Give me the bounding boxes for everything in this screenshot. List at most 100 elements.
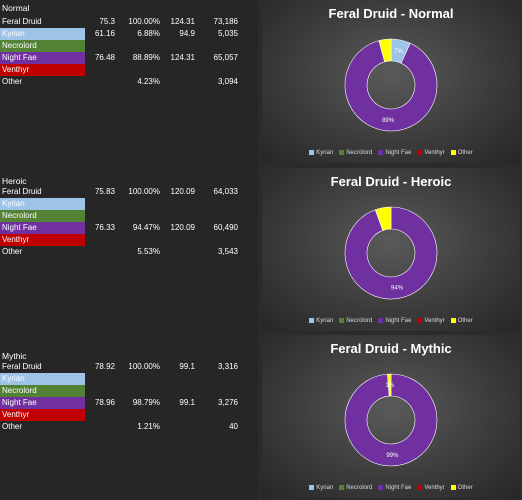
legend-item-other: Other [450, 150, 473, 157]
table-row: Kyrian [0, 198, 258, 210]
table-row: Venthyr [0, 234, 258, 246]
spreadsheet-area: Normal Feral Druid 75.3 100.00% 124.31 73,18… [0, 0, 258, 500]
table-cell: 99.1 [179, 398, 195, 407]
chart-panel-heroic: Feral Druid - Heroic 94% Kyrian Necrolord… [262, 168, 520, 331]
legend-label: Venthyr [424, 150, 445, 157]
table-row: Kyrian 61.16 6.88% 94.9 5,035 [0, 28, 258, 40]
legend-item-night-fae: Night Fae [378, 150, 411, 156]
row-label: Kyrian [0, 28, 85, 40]
table-row: Venthyr [0, 64, 258, 76]
legend-item-kyrian: Kyrian [309, 318, 333, 324]
row-label: Necrolord [0, 40, 85, 52]
table-row: Night Fae 76.48 88.89% 124.31 65,057 [0, 52, 258, 64]
row-label: Night Fae [0, 222, 85, 234]
table-cell: 76.48 [94, 53, 115, 62]
legend-label: Venthyr [424, 318, 445, 325]
chart-title-mythic: Feral Druid - Mythic [330, 341, 452, 356]
legend-label: Night Fae [385, 485, 412, 492]
donut-chart-normal: 7% 89% [344, 38, 438, 132]
table-cell: 120.09 [170, 187, 195, 196]
row-label: Venthyr [0, 234, 85, 246]
chart-panel-normal: Feral Druid - Normal 7% 89% Kyrian Necrolo… [262, 0, 520, 163]
legend-item-kyrian: Kyrian [309, 485, 333, 491]
row-label: Night Fae [0, 52, 85, 64]
legend-item-kyrian: Kyrian [309, 150, 333, 156]
legend-swatch [309, 150, 315, 155]
table-cell: 3,094 [217, 77, 238, 86]
table-cell: 73,186 [213, 17, 238, 26]
table-cell: 78.96 [94, 398, 115, 407]
section-title-mythic: Mythic [2, 351, 27, 361]
slice-label-night-fae: 94% [391, 285, 404, 291]
table-row: Necrolord [0, 210, 258, 222]
legend-label: Necrolord [346, 318, 373, 325]
legend-swatch [339, 485, 345, 490]
legend-item-necrolord: Necrolord [339, 485, 372, 491]
table-row: Night Fae 76.33 94.47% 120.09 60,490 [0, 222, 258, 234]
table-cell: 88.89% [132, 53, 160, 62]
table-cell: 124.31 [170, 17, 195, 26]
legend-swatch [378, 485, 384, 490]
slice-other [378, 38, 392, 63]
table-cell: 98.79% [132, 398, 160, 407]
legend-heroic: Kyrian Necrolord Night Fae Venthyr Other [262, 318, 520, 324]
table-cell: 3,316 [217, 362, 238, 371]
section-title-heroic: Heroic [2, 176, 27, 186]
legend-label: Venthyr [424, 485, 445, 492]
legend-label: Kyrian [316, 318, 334, 325]
table-cell: 78.92 [94, 362, 115, 371]
table-row: Kyrian [0, 373, 258, 385]
slice-label-kyrian: 7% [394, 49, 403, 55]
table-row: Feral Druid 75.3 100.00% 124.31 73,186 [0, 16, 258, 28]
legend-swatch [450, 318, 456, 323]
slice-other [374, 206, 392, 231]
table-cell: 76.33 [94, 223, 115, 232]
legend-item-other: Other [450, 485, 473, 492]
table-cell: 60,490 [213, 223, 238, 232]
row-label: Kyrian [0, 373, 85, 385]
table-normal: Normal Feral Druid 75.3 100.00% 124.31 73,18… [0, 0, 258, 165]
slice-night-fae [344, 206, 438, 300]
table-row: Necrolord [0, 40, 258, 52]
legend-label: Night Fae [385, 150, 412, 157]
row-label: Night Fae [0, 397, 85, 409]
legend-item-night-fae: Night Fae [378, 318, 411, 324]
table-cell: 3,276 [217, 398, 238, 407]
table-row: Other 5.53% 3,543 [0, 246, 258, 258]
row-label: Venthyr [0, 64, 85, 76]
slice-other [387, 373, 392, 397]
table-cell: 75.3 [99, 17, 115, 26]
table-cell: 100.00% [128, 187, 160, 196]
legend-swatch [417, 150, 423, 155]
legend-swatch [450, 485, 456, 490]
row-label: Venthyr [0, 409, 85, 421]
legend-item-night-fae: Night Fae [378, 485, 411, 491]
row-label: Feral Druid [2, 362, 42, 371]
legend-swatch [309, 485, 315, 490]
table-cell: 3,543 [217, 247, 238, 256]
table-heroic: Heroic Feral Druid 75.83 100.00% 120.09 64,0… [0, 173, 258, 338]
table-cell: 5,035 [217, 29, 238, 38]
slice-label-night-fae: 89% [382, 118, 395, 124]
legend-label: Other [457, 485, 473, 492]
legend-item-venthyr: Venthyr [417, 485, 445, 492]
legend-label: Other [457, 150, 473, 157]
legend-label: Necrolord [346, 485, 373, 492]
table-row: Other 1.21% 40 [0, 421, 258, 433]
legend-swatch [417, 318, 423, 323]
legend-mythic: Kyrian Necrolord Night Fae Venthyr Other [262, 485, 520, 491]
row-label: Feral Druid [2, 187, 42, 196]
slice-night-fae [344, 373, 438, 467]
legend-item-other: Other [450, 318, 473, 324]
legend-swatch [339, 150, 345, 155]
legend-swatch [417, 485, 423, 490]
table-cell: 120.09 [170, 223, 195, 232]
table-cell: 100.00% [128, 362, 160, 371]
table-row: Venthyr [0, 409, 258, 421]
table-cell: 40 [229, 422, 238, 431]
row-label: Feral Druid [2, 17, 42, 26]
legend-item-necrolord: Necrolord [339, 150, 372, 156]
table-cell: 124.31 [170, 53, 195, 62]
row-label: Other [2, 422, 23, 431]
table-cell: 61.16 [94, 29, 115, 38]
